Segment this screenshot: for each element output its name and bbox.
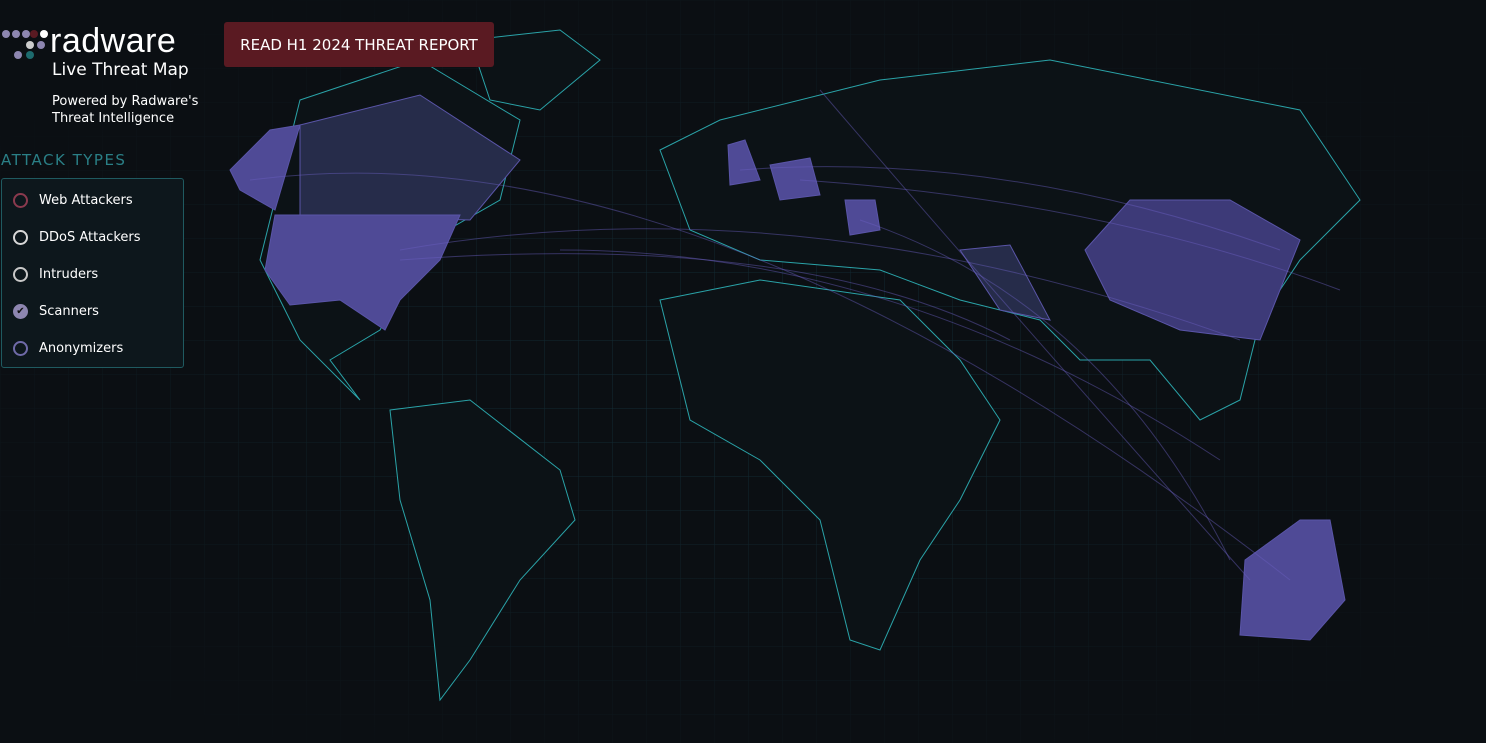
attack-type-label: Anonymizers (39, 341, 124, 356)
highlighted-countries (229, 94, 1346, 641)
attack-type-web-attackers[interactable]: Web Attackers (2, 182, 183, 219)
country-china (1084, 199, 1301, 341)
read-threat-report-button[interactable]: READ H1 2024 THREAT REPORT (224, 22, 494, 67)
powered-line-1: Powered by Radware's (52, 94, 199, 109)
country-iran (959, 244, 1051, 321)
radware-logo[interactable]: radware (2, 22, 177, 66)
powered-by-text: Powered by Radware's Threat Intelligence (52, 93, 198, 127)
attack-arcs (249, 89, 1341, 581)
country-usa (264, 214, 461, 331)
brand-name: radware (50, 22, 177, 60)
country-uk (727, 139, 761, 186)
attack-type-anonymizers[interactable]: Anonymizers (2, 330, 183, 367)
app-subtitle: Live Threat Map (52, 60, 189, 80)
logo-mark (2, 26, 50, 66)
attack-type-intruders[interactable]: Intruders (2, 256, 183, 293)
attack-types-panel: Web Attackers DDoS Attackers Intruders ✔… (1, 178, 184, 368)
country-australia (1239, 519, 1346, 641)
attack-type-label: Intruders (39, 267, 99, 282)
attack-type-ddos-attackers[interactable]: DDoS Attackers (2, 219, 183, 256)
attack-type-scanners[interactable]: ✔ Scanners (2, 293, 183, 330)
attack-type-label: DDoS Attackers (39, 230, 141, 245)
country-germany (769, 157, 821, 201)
radio-icon[interactable] (13, 193, 28, 208)
country-canada (299, 94, 521, 221)
attack-types-heading: ATTACK TYPES (1, 151, 127, 169)
country-romania (844, 199, 881, 236)
check-icon[interactable]: ✔ (13, 304, 28, 319)
radio-icon[interactable] (13, 341, 28, 356)
radio-icon[interactable] (13, 230, 28, 245)
powered-line-2: Threat Intelligence (52, 111, 175, 126)
attack-type-label: Scanners (39, 304, 99, 319)
radio-icon[interactable] (13, 267, 28, 282)
country-alaska (229, 124, 301, 211)
attack-type-label: Web Attackers (39, 193, 133, 208)
